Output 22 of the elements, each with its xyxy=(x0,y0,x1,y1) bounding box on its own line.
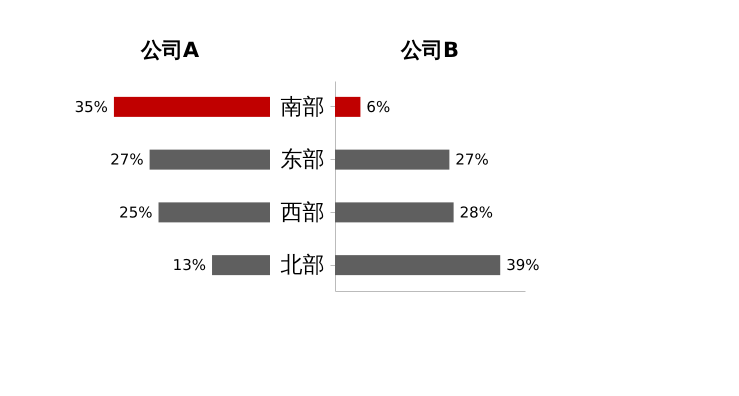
data-label: 35% xyxy=(74,98,108,116)
bar xyxy=(158,202,270,222)
data-label: 28% xyxy=(460,203,493,222)
bar xyxy=(335,202,454,222)
data-label: 25% xyxy=(119,203,153,222)
bar xyxy=(335,150,450,170)
y-tick-label: 东部 xyxy=(280,148,324,173)
y-tick-label: 北部 xyxy=(280,253,324,278)
data-label: 27% xyxy=(110,150,144,169)
bar xyxy=(335,96,360,117)
chart-title: 公司B xyxy=(400,38,460,62)
bar xyxy=(212,255,270,276)
data-label: 39% xyxy=(506,256,540,274)
bar xyxy=(114,96,270,117)
data-label: 13% xyxy=(172,256,206,274)
y-tick-label: 西部 xyxy=(280,200,324,226)
y-tick-label: 南部 xyxy=(280,94,324,120)
bar xyxy=(150,150,270,170)
data-label: 6% xyxy=(366,98,390,116)
bar xyxy=(335,255,500,276)
data-label: 27% xyxy=(455,150,489,169)
chart-title: 公司A xyxy=(140,38,200,62)
